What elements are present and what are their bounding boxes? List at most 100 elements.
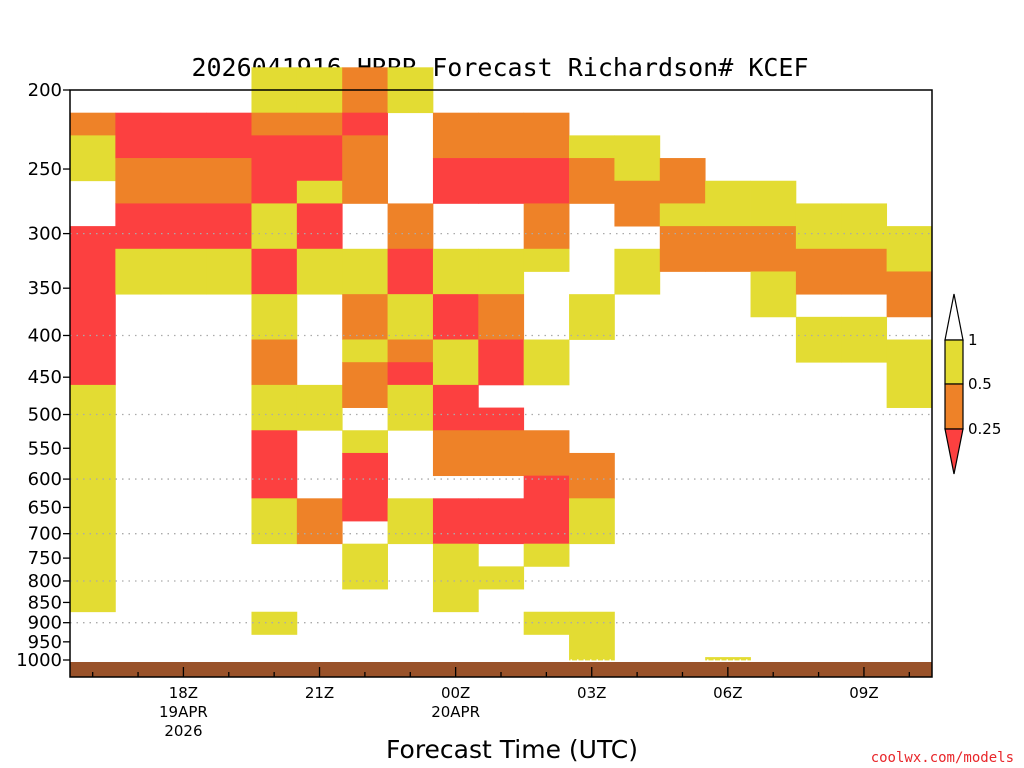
heatmap-cell — [387, 248, 434, 295]
heatmap-cell — [705, 657, 751, 661]
heatmap-cell — [387, 384, 434, 431]
heatmap-cell — [569, 135, 615, 159]
heatmap-cell — [432, 543, 479, 613]
heatmap-cell — [523, 112, 570, 159]
y-tick-label: 650 — [28, 497, 62, 518]
heatmap-cell — [206, 248, 252, 295]
x-tick-label: 2026 — [164, 722, 202, 740]
heatmap-cell — [841, 203, 888, 250]
y-tick-label: 1000 — [16, 650, 62, 671]
plot-area — [70, 67, 933, 677]
heatmap-cell — [251, 498, 298, 545]
heatmap-cell — [70, 384, 116, 613]
x-tick-label: 20APR — [431, 703, 480, 721]
x-tick-label: 06Z — [713, 684, 742, 702]
y-tick-label: 950 — [28, 632, 62, 653]
heatmap-cell — [523, 543, 570, 567]
credit-text: coolwx.com/models — [871, 750, 1014, 766]
heatmap-cell — [115, 112, 162, 159]
y-tick-label: 450 — [28, 367, 62, 388]
heatmap-cell — [659, 158, 706, 204]
heatmap-cell — [251, 384, 298, 431]
colorbar-gt1-arrow — [944, 293, 964, 341]
y-tick-label: 250 — [28, 159, 62, 180]
heatmap-cell — [387, 362, 434, 386]
heatmap-cell — [251, 294, 298, 340]
heatmap-cell — [342, 135, 388, 204]
heatmap-cell — [841, 316, 888, 363]
heatmap-cell — [432, 294, 479, 340]
heatmap-cell — [750, 271, 797, 318]
heatmap-cell — [569, 452, 615, 499]
heatmap-cell — [614, 248, 661, 295]
y-tick-label: 600 — [28, 469, 62, 490]
heatmap-cell — [70, 135, 116, 182]
heatmap-cell — [251, 430, 298, 499]
y-tick-label: 750 — [28, 548, 62, 569]
heatmap-cell — [432, 339, 479, 386]
colorbar-legend: 1 0.5 0.25 — [944, 293, 1001, 475]
heatmap-cell — [523, 611, 570, 635]
heatmap-cell — [478, 294, 525, 340]
heatmap-cell — [296, 384, 343, 431]
y-tick-label: 300 — [28, 224, 62, 245]
heatmap-cell — [569, 498, 615, 545]
heatmap-cell — [523, 475, 570, 499]
heatmap-cell — [342, 339, 388, 363]
y-tick-label: 350 — [28, 278, 62, 299]
heatmap-cell — [659, 226, 706, 272]
heatmap-cell — [160, 112, 207, 159]
heatmap-cell — [206, 112, 252, 159]
heatmap-cell — [750, 180, 797, 227]
heatmap-cell — [432, 158, 479, 204]
x-axis-title: Forecast Time (UTC) — [386, 735, 638, 764]
colorbar-label: 0.5 — [968, 375, 992, 393]
heatmap-cell — [886, 271, 933, 318]
heatmap-cell — [342, 430, 388, 454]
heatmap-cell — [115, 203, 162, 250]
y-tick-label: 700 — [28, 524, 62, 545]
heatmap-cell — [478, 158, 525, 204]
heatmap-cell — [432, 112, 479, 159]
y-tick-label: 550 — [28, 438, 62, 459]
heatmap-cell — [251, 112, 298, 136]
heatmap-cell — [342, 452, 388, 522]
x-tick-label: 18Z — [169, 684, 198, 702]
heatmap-cell — [841, 248, 888, 295]
heatmap-cell — [523, 339, 570, 386]
heatmap-cell — [569, 611, 615, 661]
heatmap-cell — [387, 294, 434, 340]
heatmap-cell — [886, 339, 933, 408]
heatmap-cell — [387, 498, 434, 545]
heatmap-cell — [478, 112, 525, 159]
heatmap-cell — [478, 339, 525, 386]
y-tick-label: 400 — [28, 325, 62, 346]
heatmap-cell — [251, 203, 298, 250]
heatmap-cell — [296, 135, 343, 182]
heatmap-cell — [614, 135, 661, 182]
heatmap-cell — [342, 248, 388, 295]
heatmap-cell — [705, 180, 751, 227]
heatmap-cell — [296, 498, 343, 545]
heatmap-cell — [523, 158, 570, 204]
heatmap-cell — [160, 203, 207, 250]
heatmap-cell — [432, 384, 479, 431]
heatmap-cell — [251, 339, 298, 386]
heatmap-cell — [342, 543, 388, 590]
heatmap-cell — [387, 339, 434, 363]
heatmap-cell — [296, 203, 343, 250]
colorbar-band-05-1 — [944, 339, 964, 385]
heatmap-cell — [70, 112, 116, 136]
y-tick-label: 850 — [28, 592, 62, 613]
heatmap-cell — [206, 203, 252, 250]
colorbar-band-025-05 — [944, 383, 964, 430]
heatmap-cell — [478, 566, 525, 590]
y-tick-label: 900 — [28, 613, 62, 634]
ground-fill — [70, 662, 932, 677]
heatmap-cell — [569, 158, 615, 204]
heatmap-cell — [296, 112, 343, 136]
heatmap-cell — [569, 294, 615, 340]
x-tick-label: 00Z — [441, 684, 470, 702]
x-tick-label: 19APR — [159, 703, 208, 721]
colorbar-lt025-arrow — [944, 428, 964, 475]
